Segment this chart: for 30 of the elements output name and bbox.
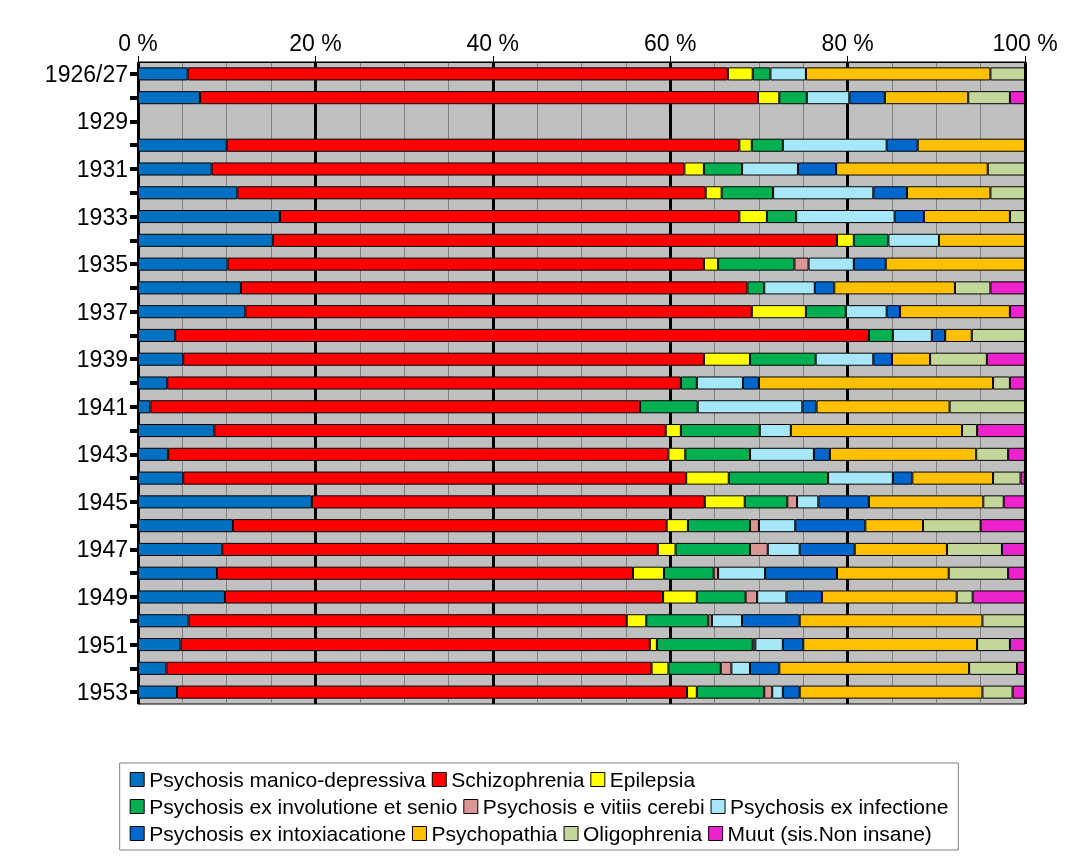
y-tick-label: 1951: [76, 631, 128, 658]
legend-label: Epilepsia: [609, 768, 696, 791]
y-tick-label: 1939: [76, 346, 128, 373]
legend-label: Psychosis manico-depressiva: [149, 768, 427, 791]
y-tick-label: 1941: [76, 393, 128, 420]
legend-label: Psychopathia: [431, 822, 558, 845]
y-tick-label: 1926/27: [44, 60, 128, 87]
legend-label: Muut (sis.Non insane): [727, 822, 932, 845]
legend-label: Schizophrenia: [451, 768, 585, 791]
legend-label: Psychosis ex intoxiacatione: [149, 822, 406, 845]
legend-label: Psychosis ex involutione et senio: [149, 795, 458, 818]
legend-label: Psychosis e vitiis cerebi: [482, 795, 705, 818]
y-tick-label: 1935: [76, 251, 128, 278]
y-tick-label: 1929: [76, 108, 128, 135]
legend-label: Oligophrenia: [583, 822, 703, 845]
y-tick-label: 1945: [76, 488, 128, 515]
legend-label: Psychosis ex infectione: [730, 795, 949, 818]
y-tick-label: 1943: [76, 441, 128, 468]
x-tick-label: 40 %: [466, 29, 520, 56]
x-tick-label: 0 %: [118, 29, 158, 56]
x-tick-label: 20 %: [289, 29, 342, 56]
y-tick-label: 1931: [76, 156, 128, 182]
y-tick-label: 1949: [76, 584, 128, 610]
y-tick-label: 1937: [76, 298, 128, 325]
y-tick-label: 1947: [76, 536, 128, 563]
x-tick-label: 60 %: [643, 29, 697, 56]
x-tick-label: 100 %: [992, 29, 1058, 56]
y-tick-label: 1953: [76, 679, 128, 706]
x-tick-label: 80 %: [821, 29, 874, 56]
y-tick-label: 1933: [76, 203, 128, 230]
